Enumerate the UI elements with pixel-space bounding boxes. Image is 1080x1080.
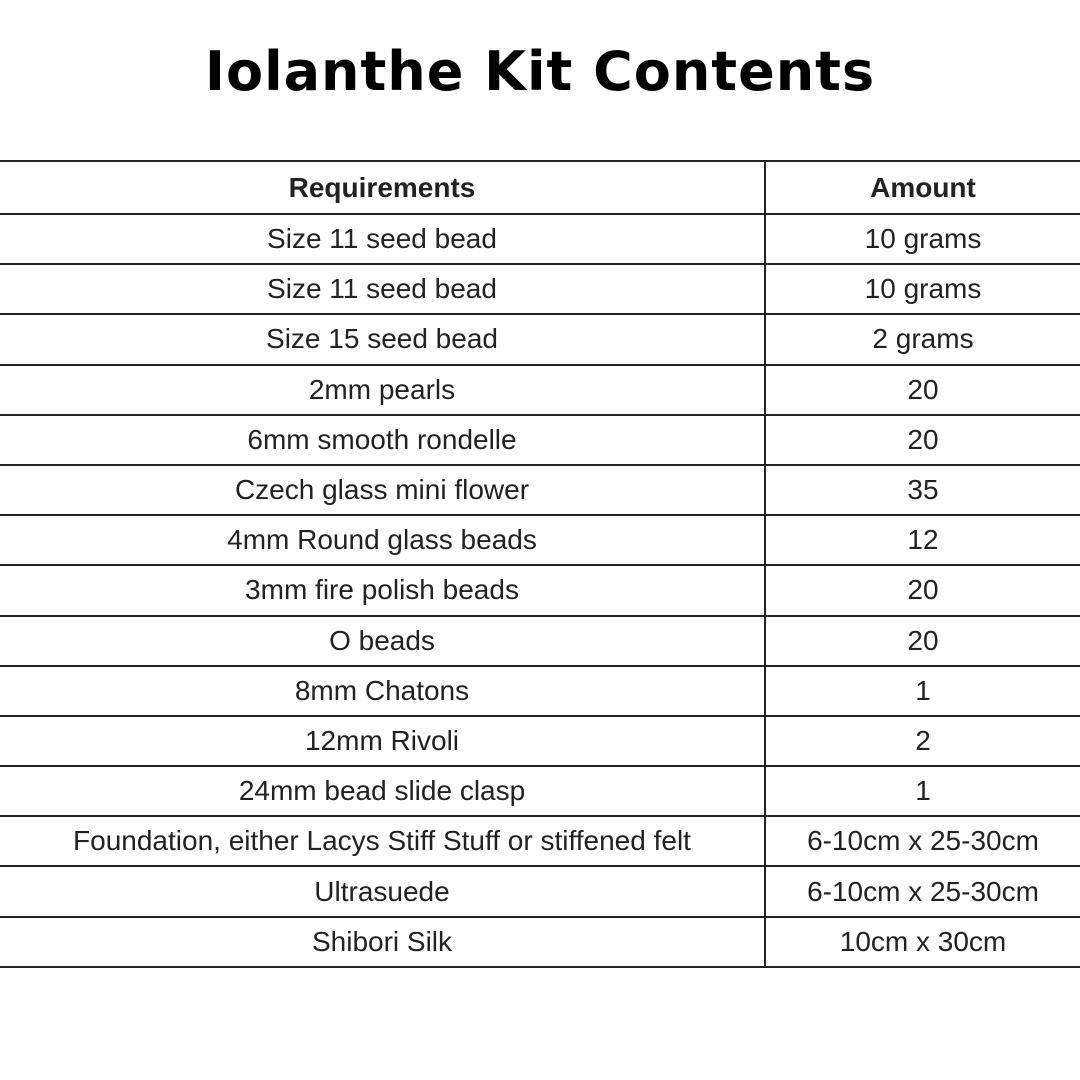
kit-contents-table: Requirements Amount Size 11 seed bead 10 … xyxy=(0,160,1080,968)
requirement-cell: 6mm smooth rondelle xyxy=(0,413,766,466)
table-row: Foundation, either Lacys Stiff Stuff or … xyxy=(0,815,1080,868)
requirement-cell: Size 11 seed bead xyxy=(0,212,766,266)
amount-cell: 20 xyxy=(764,363,1080,416)
requirement-cell: 8mm Chatons xyxy=(0,664,766,717)
table-row: Czech glass mini flower 35 xyxy=(0,463,1080,517)
amount-cell: 35 xyxy=(764,463,1080,517)
requirement-cell: Size 15 seed bead xyxy=(0,313,766,366)
table-row: Ultrasuede 6-10cm x 25-30cm xyxy=(0,865,1080,918)
header-amount: Amount xyxy=(764,160,1080,215)
amount-cell: 2 xyxy=(764,714,1080,768)
requirement-cell: Shibori Silk xyxy=(0,915,766,968)
table-row: 24mm bead slide clasp 1 xyxy=(0,765,1080,818)
table-row: 6mm smooth rondelle 20 xyxy=(0,413,1080,466)
table-row: 4mm Round glass beads 12 xyxy=(0,514,1080,567)
table-row: O beads 20 xyxy=(0,614,1080,667)
page-title: Iolanthe Kit Contents xyxy=(204,40,876,103)
requirement-cell: 12mm Rivoli xyxy=(0,714,766,768)
requirement-cell: Czech glass mini flower xyxy=(0,463,766,517)
amount-cell: 20 xyxy=(764,564,1080,617)
table-row: 3mm fire polish beads 20 xyxy=(0,564,1080,617)
amount-cell: 10 grams xyxy=(764,263,1080,316)
table-row: 8mm Chatons 1 xyxy=(0,664,1080,717)
table-row: Size 15 seed bead 2 grams xyxy=(0,313,1080,366)
requirement-cell: 2mm pearls xyxy=(0,363,766,416)
amount-cell: 6-10cm x 25-30cm xyxy=(764,865,1080,918)
table-row: 12mm Rivoli 2 xyxy=(0,714,1080,768)
table-row: Size 11 seed bead 10 grams xyxy=(0,212,1080,266)
table-row: Size 11 seed bead 10 grams xyxy=(0,263,1080,316)
amount-cell: 20 xyxy=(764,413,1080,466)
table-row: 2mm pearls 20 xyxy=(0,363,1080,416)
table-header-row: Requirements Amount xyxy=(0,160,1080,215)
requirement-cell: 4mm Round glass beads xyxy=(0,514,766,567)
requirement-cell: O beads xyxy=(0,614,766,667)
amount-cell: 2 grams xyxy=(764,313,1080,366)
requirement-cell: Size 11 seed bead xyxy=(0,263,766,316)
amount-cell: 1 xyxy=(764,765,1080,818)
amount-cell: 12 xyxy=(764,514,1080,567)
requirement-cell: 24mm bead slide clasp xyxy=(0,765,766,818)
amount-cell: 10cm x 30cm xyxy=(764,915,1080,968)
amount-cell: 1 xyxy=(764,664,1080,717)
amount-cell: 10 grams xyxy=(764,212,1080,266)
header-requirements: Requirements xyxy=(0,160,766,215)
amount-cell: 6-10cm x 25-30cm xyxy=(764,815,1080,868)
requirement-cell: Ultrasuede xyxy=(0,865,766,918)
amount-cell: 20 xyxy=(764,614,1080,667)
table-row: Shibori Silk 10cm x 30cm xyxy=(0,915,1080,968)
requirement-cell: Foundation, either Lacys Stiff Stuff or … xyxy=(0,815,766,868)
requirement-cell: 3mm fire polish beads xyxy=(0,564,766,617)
